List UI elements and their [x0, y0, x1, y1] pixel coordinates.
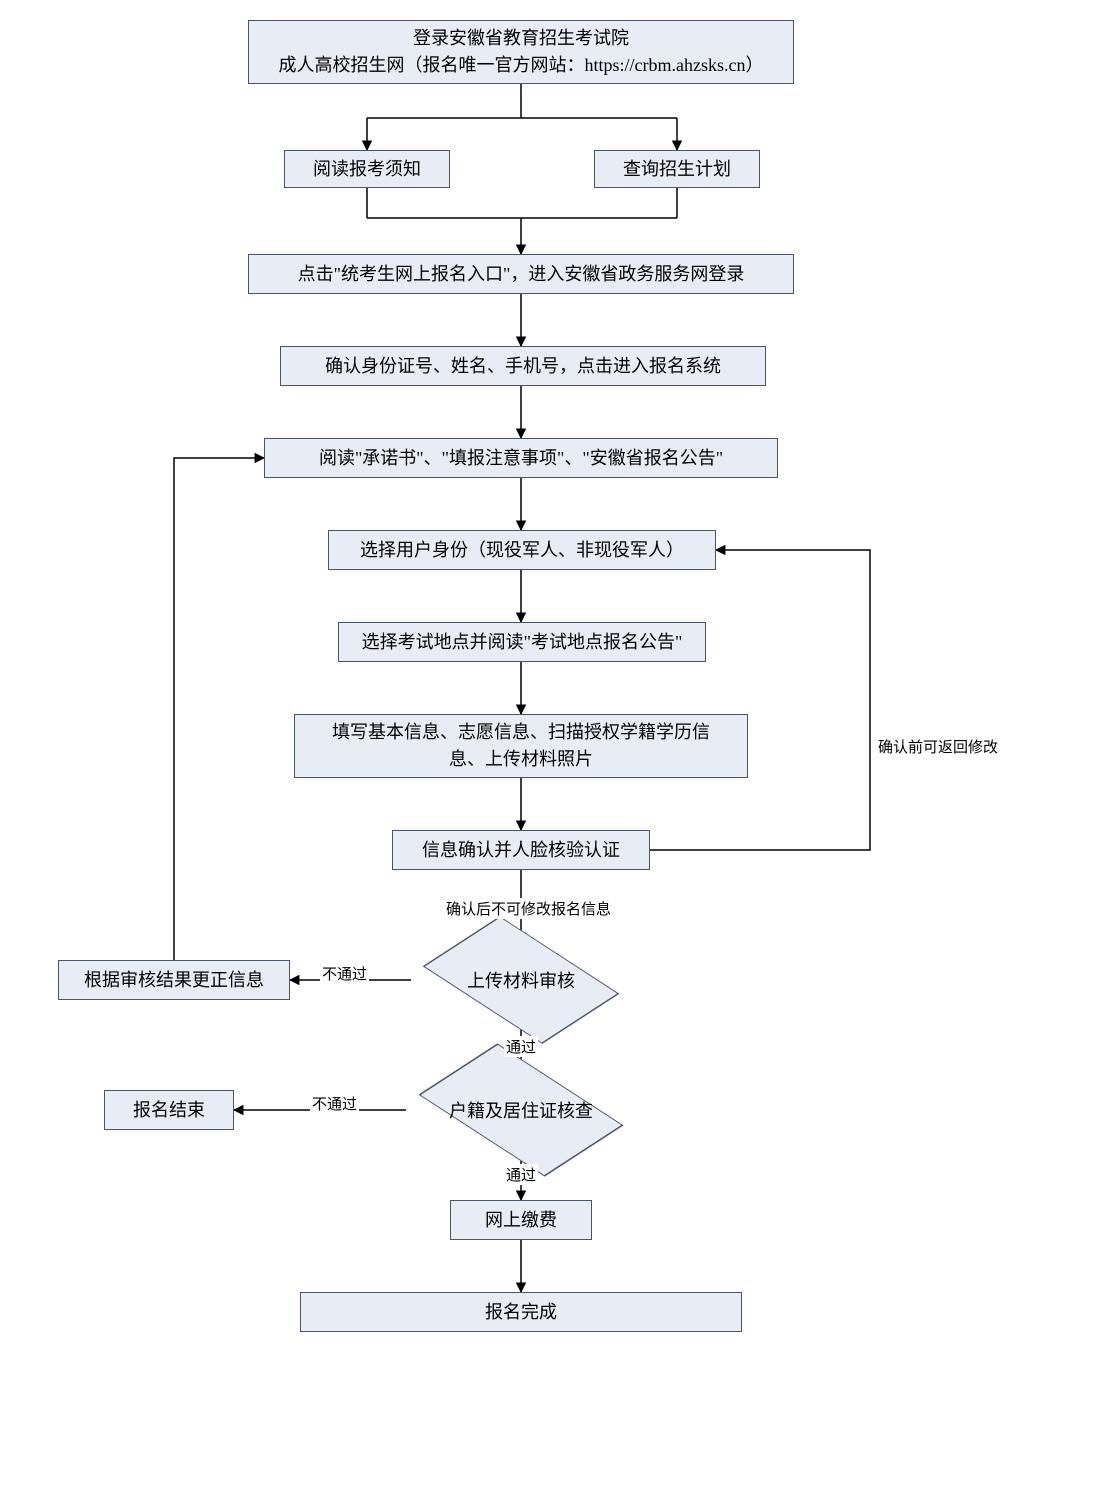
flowchart-canvas: 登录安徽省教育招生考试院 成人高校招生网（报名唯一官方网站：https://cr…: [0, 0, 1120, 1506]
node-click-entry: 点击"统考生网上报名入口"，进入安徽省政务服务网登录: [248, 254, 794, 294]
label-return-modify: 确认前可返回修改: [876, 736, 1000, 757]
node-login: 登录安徽省教育招生考试院 成人高校招生网（报名唯一官方网站：https://cr…: [248, 20, 794, 84]
node-online-payment: 网上缴费: [450, 1200, 592, 1240]
node-confirm-id: 确认身份证号、姓名、手机号，点击进入报名系统: [280, 346, 766, 386]
node-material-review: 上传材料审核: [411, 942, 631, 1018]
label-pass-2: 通过: [504, 1164, 538, 1185]
label-pass-1: 通过: [504, 1036, 538, 1057]
label-fail-2: 不通过: [310, 1093, 359, 1114]
node-fill-info: 填写基本信息、志愿信息、扫描授权学籍学历信 息、上传材料照片: [294, 714, 748, 778]
node-select-location: 选择考试地点并阅读"考试地点报名公告": [338, 622, 706, 662]
node-login-line2: 成人高校招生网（报名唯一官方网站：https://crbm.ahzsks.cn）: [279, 52, 764, 79]
node-query-plan: 查询招生计划: [594, 150, 760, 188]
node-select-identity: 选择用户身份（现役军人、非现役军人）: [328, 530, 716, 570]
label-fail-1: 不通过: [320, 963, 369, 984]
label-after-confirm: 确认后不可修改报名信息: [444, 898, 613, 919]
node-read-commitment: 阅读"承诺书"、"填报注意事项"、"安徽省报名公告": [264, 438, 778, 478]
node-residence-check: 户籍及居住证核查: [406, 1072, 636, 1148]
node-complete: 报名完成: [300, 1292, 742, 1332]
node-fill-info-line1: 填写基本信息、志愿信息、扫描授权学籍学历信: [332, 719, 710, 746]
node-login-line1: 登录安徽省教育招生考试院: [279, 25, 764, 52]
node-face-verify: 信息确认并人脸核验认证: [392, 830, 650, 870]
node-fill-info-line2: 息、上传材料照片: [332, 746, 710, 773]
node-end-registration: 报名结束: [104, 1090, 234, 1130]
node-read-notice: 阅读报考须知: [284, 150, 450, 188]
node-correct-info: 根据审核结果更正信息: [58, 960, 290, 1000]
